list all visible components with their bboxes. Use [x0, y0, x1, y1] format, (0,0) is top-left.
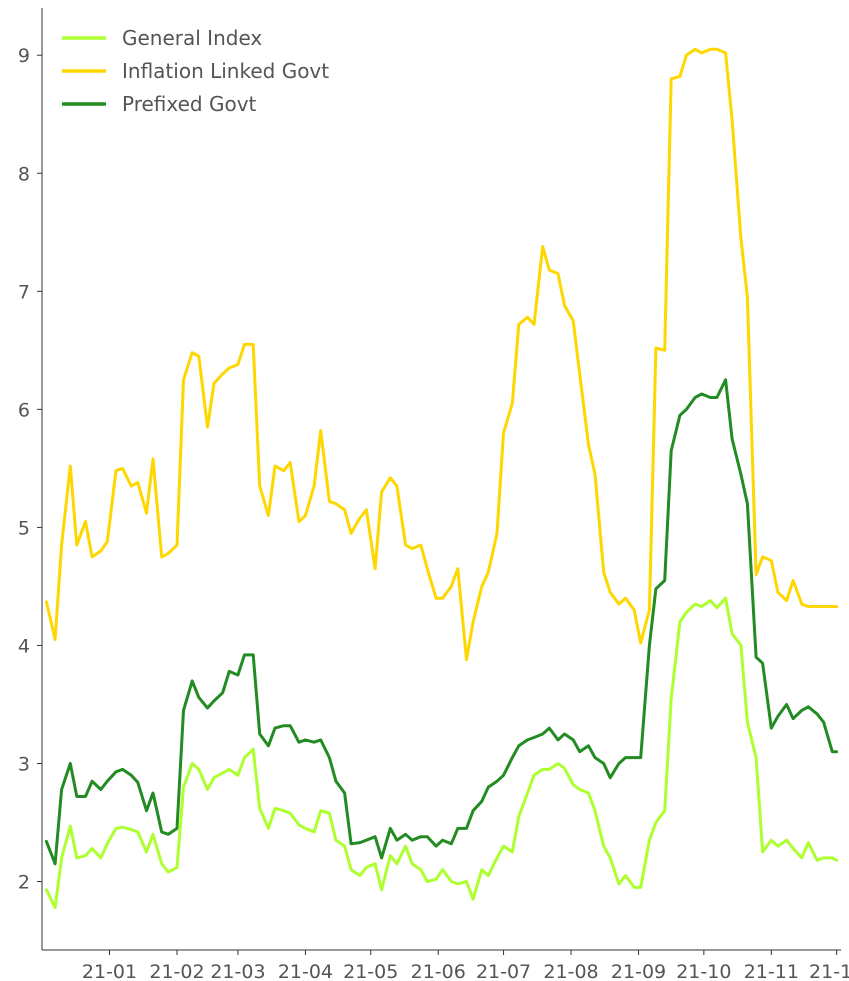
x-tick-label: 21-12 — [809, 961, 849, 981]
y-tick-label: 9 — [18, 45, 30, 67]
y-tick-label: 3 — [18, 753, 30, 775]
x-tick-label: 21-01 — [82, 961, 137, 981]
x-tick-label: 21-11 — [744, 961, 799, 981]
x-tick-label: 21-07 — [476, 961, 531, 981]
series — [44, 47, 839, 909]
x-tick-label: 21-09 — [611, 961, 666, 981]
x-tick-label: 21-06 — [411, 961, 466, 981]
x-tick-label: 21-03 — [210, 961, 265, 981]
x-tick-label: 21-02 — [149, 961, 204, 981]
legend-label: General Index — [122, 26, 262, 50]
y-tick-label: 8 — [18, 163, 30, 185]
series-line-2 — [44, 47, 839, 662]
y-tick-label: 6 — [18, 399, 30, 421]
x-tick-label: 21-05 — [343, 961, 398, 981]
legend-label: Inflation Linked Govt — [122, 59, 329, 83]
y-tick-label: 4 — [18, 635, 30, 657]
series-line-3 — [44, 378, 839, 866]
legend-label: Prefixed Govt — [122, 92, 257, 116]
x-tick-label: 21-08 — [543, 961, 598, 981]
tick-labels: 2 3 4 5 6 7 8 9 21-01 21-02 21-03 21-04 21-05 21-06 21… — [18, 45, 849, 981]
x-tick-label: 21-04 — [278, 961, 333, 981]
y-tick-label: 5 — [18, 517, 30, 539]
y-tick-label: 7 — [18, 281, 30, 303]
legend: General Index Inflation Linked Govt Prefix… — [62, 26, 329, 116]
axes — [41, 8, 841, 951]
series-line-1 — [44, 596, 839, 909]
y-tick-label: 2 — [18, 872, 30, 894]
x-tick-label: 21-10 — [676, 961, 731, 981]
